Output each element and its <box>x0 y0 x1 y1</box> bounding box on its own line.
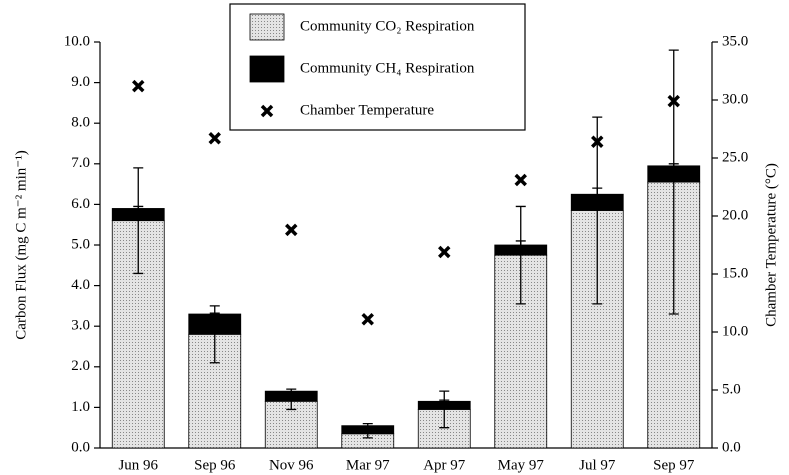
y-tick-label: 7.0 <box>71 155 90 171</box>
y-tick-label: 1.0 <box>71 399 90 415</box>
x-tick-label: May 97 <box>498 457 545 473</box>
legend-swatch <box>249 55 285 83</box>
error-bar <box>133 205 144 212</box>
y-tick-label: 0.0 <box>71 439 90 455</box>
temperature-marker <box>285 223 298 237</box>
y-tick-label: 4.0 <box>71 277 90 293</box>
y2-tick-label: 35.0 <box>722 33 748 49</box>
y2-tick-label: 15.0 <box>722 265 748 281</box>
error-bar <box>439 399 450 404</box>
temperature-marker <box>591 135 604 148</box>
legend-label: Community CH₄ Respiration <box>300 60 475 76</box>
error-bar <box>592 187 603 201</box>
error-bar <box>362 429 373 439</box>
y-tick-label: 2.0 <box>71 358 90 374</box>
error-bar <box>439 390 450 429</box>
x-tick-label: Nov 96 <box>269 457 314 473</box>
y2-tick-label: 5.0 <box>722 381 741 397</box>
x-tick-label: Sep 97 <box>653 457 695 473</box>
error-bar <box>133 167 144 275</box>
y2-tick-label: 10.0 <box>722 323 748 339</box>
x-tick-label: Sep 96 <box>194 457 236 473</box>
x-tick-label: Apr 97 <box>423 457 466 473</box>
legend-swatch <box>249 13 285 41</box>
error-bar <box>362 422 373 429</box>
y2-tick-label: 20.0 <box>722 207 748 223</box>
x-tick-label: Jun 96 <box>118 457 158 473</box>
temperature-marker <box>667 94 680 108</box>
y-tick-label: 6.0 <box>71 196 90 212</box>
legend-marker <box>260 104 274 118</box>
y-tick-label: 9.0 <box>71 74 90 90</box>
error-bar <box>515 205 526 305</box>
temperature-marker <box>208 132 221 145</box>
y2-tick-label: 30.0 <box>722 91 748 107</box>
y2-axis-label: Chamber Temperature (°C) <box>763 163 779 327</box>
y-tick-label: 3.0 <box>71 318 90 334</box>
temperature-marker <box>514 173 527 187</box>
temperature-marker <box>361 313 374 326</box>
error-bar <box>668 163 679 169</box>
y-tick-label: 10.0 <box>64 33 90 49</box>
y-tick-label: 8.0 <box>71 115 90 131</box>
y2-tick-label: 0.0 <box>722 439 741 455</box>
temperature-marker <box>438 245 451 259</box>
x-tick-label: Jul 97 <box>579 457 616 473</box>
error-bar <box>592 116 603 305</box>
y2-tick-label: 25.0 <box>722 149 748 165</box>
x-tick-label: Mar 97 <box>346 457 390 473</box>
error-bar <box>209 312 220 316</box>
error-bar <box>515 240 526 250</box>
temperature-marker <box>132 79 145 93</box>
error-bar <box>668 49 679 315</box>
legend-label: Chamber Temperature <box>300 102 434 118</box>
y-axis-label: Carbon Flux (mg C m⁻² min⁻¹) <box>13 150 29 339</box>
error-bar <box>286 388 297 394</box>
y-tick-label: 5.0 <box>71 236 90 252</box>
legend-label: Community CO₂ Respiration <box>300 18 475 34</box>
